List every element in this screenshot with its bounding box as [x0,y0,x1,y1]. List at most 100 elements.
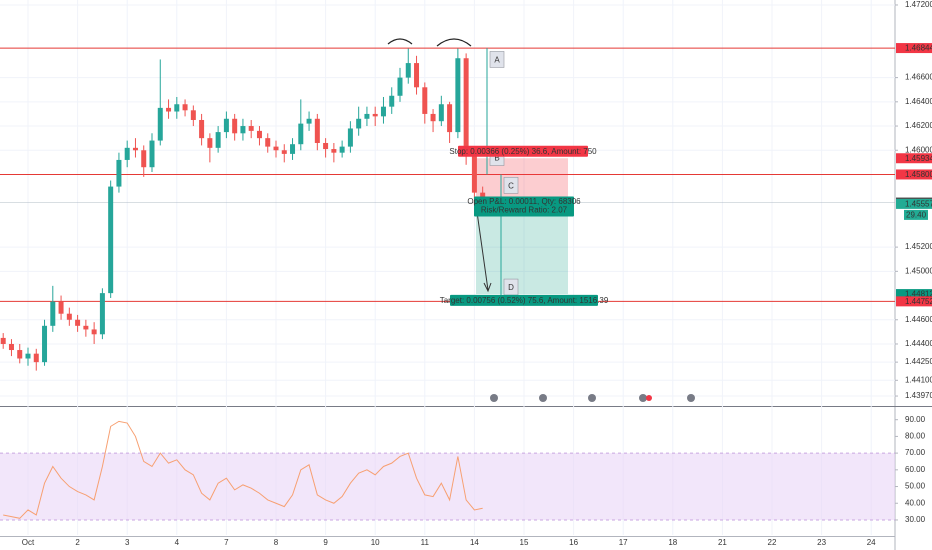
candle-body [306,118,312,124]
y-tick-label: 1.47200 [905,0,932,9]
candle-body [290,144,296,154]
candle-body [372,113,378,117]
candle-body [166,107,172,112]
candle-body [331,149,337,153]
candle-body [124,147,130,160]
candle-body [380,106,386,117]
x-tick-label: 24 [867,538,876,547]
price-tag: 1.44752 [905,297,932,306]
candle-body [438,104,444,122]
candle-body [149,140,155,168]
target-label: Target: 0.00756 (0.52%) 75.6, Amount: 15… [440,296,609,305]
candle-body [298,123,304,145]
x-tick-label: 17 [619,538,628,547]
candle-body [174,104,180,112]
stop-label: Stop: 0.00366 (0.25%) 36.6, Amount: 750 [449,147,597,156]
candle-body [91,329,97,335]
x-tick-label: Oct [22,538,35,547]
value-tag-bg [904,209,928,220]
candle-body [256,130,262,139]
candle-body [223,118,229,133]
x-tick-label: 7 [224,538,229,547]
event-icon [588,394,596,402]
stop-label-bg [458,145,588,157]
point-label: A [494,56,500,65]
rsi-band [0,453,895,520]
y-tick-label: 1.45200 [905,242,932,251]
candle-body [199,119,205,139]
candle-body [430,113,436,122]
rr-label: Risk/Reward Ratio: 2.07 [481,206,568,215]
event-icon [639,394,647,402]
price-pane: A B C D Stop: 0.00366 (0.25%) 36.6, Amount: … [0,0,895,535]
price-tag-bg [896,296,932,307]
candle-body [17,350,23,359]
candle-body [471,156,477,193]
y-tick-label: 1.43970 [905,391,932,400]
price-tag-bg [896,289,932,300]
axes: 1.47200 1.46600 1.46400 1.46200 1.46000 1.452… [22,0,932,547]
arrow [476,211,492,293]
candle-body [240,126,246,134]
x-tick-label: 4 [175,538,180,547]
rsi-y-tick-label: 60.00 [905,465,926,474]
x-tick-label: 3 [125,538,130,547]
candle-body [58,301,64,314]
y-tick-label: 1.44400 [905,339,932,348]
candle-body [347,128,353,147]
y-tick-label: 1.46400 [905,97,932,106]
price-tag: 1.46844 [905,44,932,53]
x-tick-label: 11 [421,538,430,547]
candle-body [314,118,320,143]
point-label-box [489,51,505,68]
candle-body [42,325,48,363]
candle-body [157,107,163,141]
y-tick-label: 1.44250 [905,357,932,366]
y-tick-label: 1.46000 [905,145,932,154]
candle-body [66,313,72,320]
candle-body [182,104,188,111]
point-label: B [494,154,499,163]
x-tick-label: 23 [817,538,826,547]
price-tag: 1.45800 [905,170,932,179]
candle-body [0,337,6,344]
target-label-bg [450,294,598,306]
x-tick-label: 16 [569,538,578,547]
candle-body [455,58,461,133]
annotation-arc [387,38,413,45]
event-icons [490,394,695,402]
x-tick-label: 9 [323,538,328,547]
rsi-y-tick-label: 70.00 [905,448,926,457]
candle-body [83,325,89,330]
point-label: D [508,283,514,292]
candle-body [447,104,453,133]
candle-body [414,63,420,88]
candle-body [232,118,238,134]
pnl-label: Open P&L: 0.00011, Qty: 68306 [467,197,581,206]
candle-body [356,118,362,129]
candle-body [265,138,271,147]
candle-body [397,77,403,96]
x-tick-label: 22 [768,538,777,547]
price-tag-bg [896,198,932,209]
candle-body [463,58,469,157]
event-icon [490,394,498,402]
candle-body [132,147,138,151]
price-tag-bg [896,43,932,54]
rsi-y-tick-label: 50.00 [905,482,926,491]
candle-body [50,301,56,326]
y-tick-label: 1.44100 [905,375,932,384]
candle-body [75,319,81,326]
y-tick-label: 1.46200 [905,121,932,130]
candle-body [190,110,196,120]
y-tick-label: 1.45000 [905,266,932,275]
candle-body [33,353,39,363]
candle-body [215,132,221,148]
price-tag-bg [896,153,932,164]
y-tick-label: 1.46600 [905,73,932,82]
candle-body [141,150,147,168]
candle-body [281,150,287,154]
candle-body [422,87,428,114]
price-tag: 1.45557 [905,200,932,209]
